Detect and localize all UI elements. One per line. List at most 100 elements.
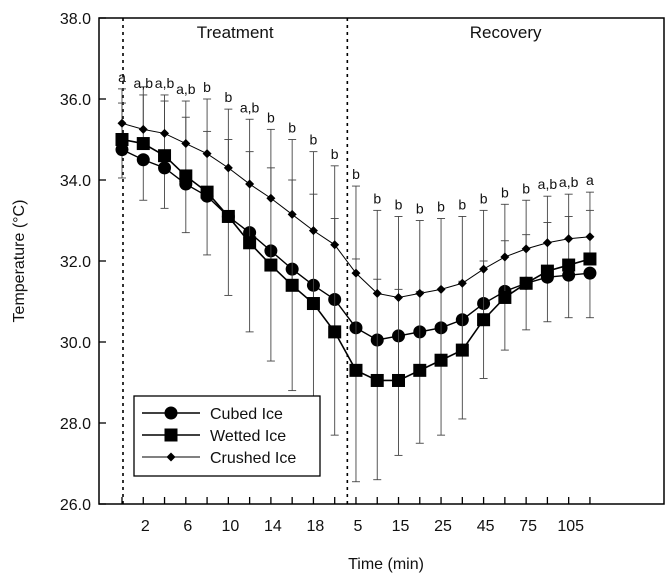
data-point-cubed-ice <box>583 266 597 280</box>
data-point-wetted-ice <box>413 363 427 377</box>
significance-label: b <box>352 166 360 182</box>
significance-label: a <box>118 69 126 85</box>
significance-label: b <box>480 190 488 206</box>
data-point-wetted-ice <box>285 278 299 292</box>
data-point-crushed-ice <box>287 209 297 219</box>
data-point-crushed-ice <box>160 128 170 138</box>
legend: Cubed Ice Wetted Ice Crushed Ice <box>133 395 321 477</box>
x-tick-label: 2 <box>141 518 150 535</box>
legend-marker-wetted-ice <box>164 428 178 442</box>
y-tick-label: 36.0 <box>60 92 91 109</box>
data-point-wetted-ice <box>583 252 597 266</box>
significance-label: a,b <box>176 81 196 97</box>
x-axis-title: Time (min) <box>348 556 424 573</box>
data-point-wetted-ice <box>264 258 278 272</box>
significance-label: a,b <box>134 75 154 91</box>
significance-label: b <box>416 201 424 217</box>
series-layer <box>115 86 597 483</box>
data-point-crushed-ice <box>266 193 276 203</box>
data-point-wetted-ice <box>498 290 512 304</box>
x-tick-label: 5 <box>354 518 363 535</box>
data-point-cubed-ice <box>158 161 172 175</box>
phase-dividers: Treatment Recovery <box>122 18 542 504</box>
y-tick-label: 32.0 <box>60 254 91 271</box>
significance-label: a,b <box>538 176 558 192</box>
data-point-wetted-ice <box>328 325 342 339</box>
y-tick-label: 28.0 <box>60 416 91 433</box>
significance-label: b <box>224 89 232 105</box>
legend-label-wetted-ice: Wetted Ice <box>210 428 286 445</box>
legend-label-cubed-ice: Cubed Ice <box>210 406 283 423</box>
legend-marker-crushed-ice <box>166 452 176 462</box>
significance-label: b <box>437 198 445 214</box>
data-point-cubed-ice <box>115 143 129 157</box>
data-point-crushed-ice <box>394 292 404 302</box>
x-tick-label: 105 <box>557 518 584 535</box>
significance-label: b <box>310 132 318 148</box>
x-tick-label: 45 <box>477 518 495 535</box>
data-point-wetted-ice <box>243 236 257 250</box>
data-point-crushed-ice <box>245 179 255 189</box>
data-point-crushed-ice <box>351 268 361 278</box>
data-point-wetted-ice <box>306 297 320 311</box>
data-point-wetted-ice <box>158 149 172 163</box>
data-point-wetted-ice <box>115 133 129 146</box>
legend-label-crushed-ice: Crushed Ice <box>210 450 296 467</box>
significance-label: b <box>458 196 466 212</box>
y-tick-label: 34.0 <box>60 173 91 190</box>
chart-axes: 26.0 28.0 30.0 32.0 34.0 36.0 38.0 2 6 10 14 18 5 15 2… <box>60 11 665 535</box>
x-tick-label: 18 <box>307 518 325 535</box>
data-point-wetted-ice <box>221 209 235 223</box>
data-point-crushed-ice <box>479 264 489 274</box>
data-point-crushed-ice <box>542 238 552 248</box>
data-point-wetted-ice <box>392 373 406 387</box>
significance-label: b <box>331 146 339 162</box>
data-point-crushed-ice <box>117 118 127 128</box>
significance-label: a,b <box>240 99 260 115</box>
data-point-cubed-ice <box>562 268 576 282</box>
data-point-wetted-ice <box>349 363 363 377</box>
significance-label: b <box>395 196 403 212</box>
phase-label-treatment: Treatment <box>197 23 274 42</box>
phase-label-recovery: Recovery <box>470 23 542 42</box>
significance-label: a <box>586 172 594 188</box>
data-point-crushed-ice <box>457 278 467 288</box>
series-crushed-ice <box>117 88 595 302</box>
y-tick-label: 38.0 <box>60 11 91 28</box>
data-point-crushed-ice <box>564 234 574 244</box>
data-point-crushed-ice <box>223 163 233 173</box>
data-point-crushed-ice <box>181 139 191 149</box>
significance-label: b <box>522 180 530 196</box>
significance-label: b <box>501 184 509 200</box>
significance-label: a,b <box>559 174 579 190</box>
data-point-crushed-ice <box>372 288 382 298</box>
data-point-crushed-ice <box>138 124 148 134</box>
data-point-wetted-ice <box>370 373 384 387</box>
data-point-wetted-ice <box>136 137 150 151</box>
data-point-wetted-ice <box>455 343 469 357</box>
data-point-wetted-ice <box>477 313 491 327</box>
data-point-crushed-ice <box>585 232 595 242</box>
data-point-wetted-ice <box>434 353 448 367</box>
legend-marker-cubed-ice <box>164 406 178 420</box>
data-point-crushed-ice <box>202 149 212 159</box>
data-point-crushed-ice <box>436 284 446 294</box>
x-tick-label: 15 <box>392 518 410 535</box>
x-tick-label: 25 <box>434 518 452 535</box>
x-tick-label: 10 <box>221 518 239 535</box>
data-point-crushed-ice <box>415 288 425 298</box>
y-tick-label: 30.0 <box>60 335 91 352</box>
data-point-crushed-ice <box>521 244 531 254</box>
significance-label: b <box>288 120 296 136</box>
data-point-wetted-ice <box>519 276 533 290</box>
significance-label: a,b <box>155 75 175 91</box>
data-point-wetted-ice <box>179 169 193 183</box>
y-axis-title: Temperature (°C) <box>11 200 28 323</box>
significance-label: b <box>267 109 275 125</box>
data-point-cubed-ice <box>136 153 150 167</box>
data-point-wetted-ice <box>540 264 554 278</box>
significance-label: b <box>203 79 211 95</box>
data-point-crushed-ice <box>308 226 318 236</box>
